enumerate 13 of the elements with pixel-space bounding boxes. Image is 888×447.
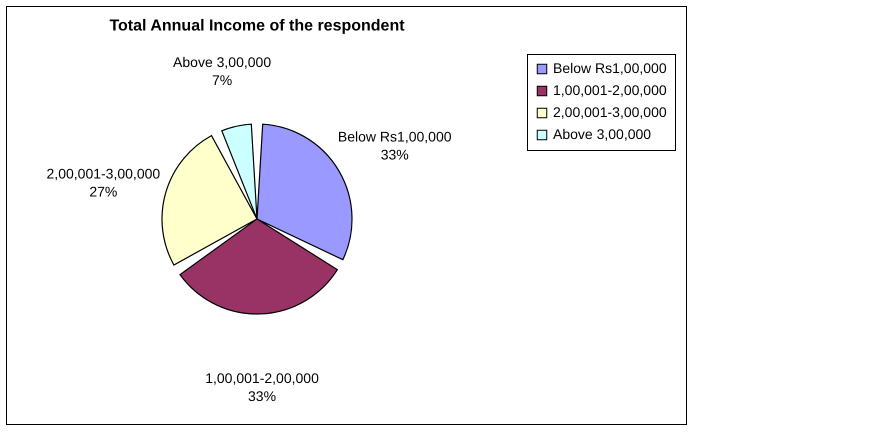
- slice-label: Above 3,00,000: [173, 54, 272, 70]
- legend-label: Above 3,00,000: [553, 126, 652, 142]
- slice-label: 2,00,001-3,00,000: [46, 165, 160, 182]
- slice-label: Below Rs1,00,000: [338, 128, 452, 145]
- legend-label: 1,00,001-2,00,000: [553, 82, 667, 98]
- data-label: 7%: [212, 72, 232, 88]
- legend-label: Below Rs1,00,000: [553, 60, 667, 76]
- data-label: 33%: [380, 146, 409, 163]
- data-label: 27%: [89, 183, 118, 200]
- data-label: 33%: [248, 388, 276, 404]
- chart-title: Total Annual Income of the respondent: [109, 18, 406, 34]
- slice-label: 1,00,001-2,00,000: [205, 370, 320, 386]
- legend-label: 2,00,001-3,00,000: [553, 104, 667, 120]
